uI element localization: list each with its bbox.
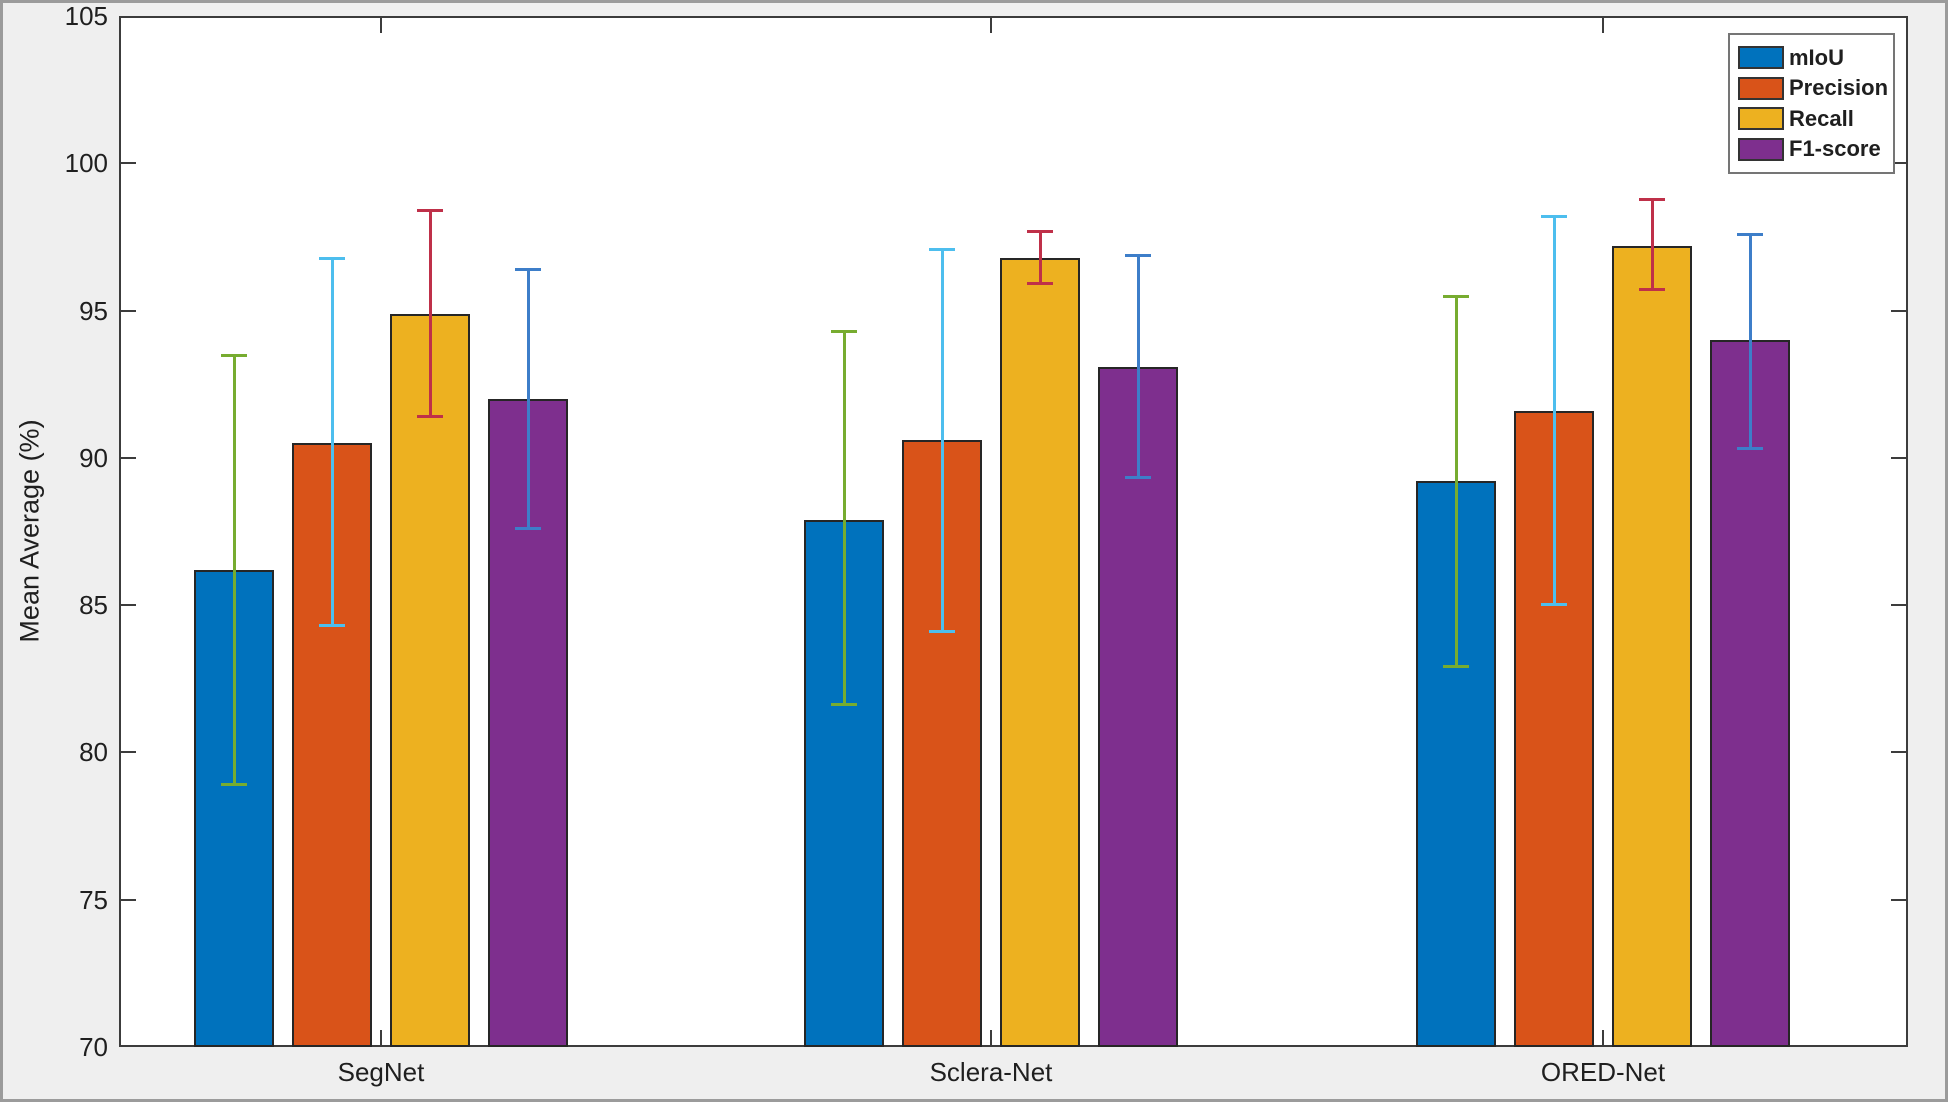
errorbar-cap-top-Precision-SegNet	[319, 256, 345, 260]
bar-F1-score-Sclera-Net	[1098, 366, 1178, 1047]
errorbar-line-Recall-SegNet	[428, 210, 432, 417]
y-tick-label: 105	[64, 1, 108, 31]
errorbar-cap-bottom-Precision-SegNet	[319, 623, 345, 627]
x-tick	[990, 1030, 992, 1045]
x-category-label: SegNet	[337, 1057, 425, 1087]
errorbar-cap-bottom-Precision-Sclera-Net	[929, 629, 955, 633]
errorbar-line-F1-score-SegNet	[526, 269, 530, 529]
y-tick-right	[1891, 456, 1906, 459]
errorbar-cap-bottom-mIoU-SegNet	[221, 782, 247, 786]
legend-swatch-icon-Recall	[1738, 107, 1784, 131]
errorbar-line-F1-score-Sclera-Net	[1136, 254, 1140, 479]
errorbar-cap-top-F1-score-ORED-Net	[1737, 232, 1763, 236]
errorbar-line-Recall-ORED-Net	[1650, 198, 1654, 290]
y-tick-label: 70	[79, 1032, 108, 1062]
y-tick-right	[1891, 309, 1906, 312]
errorbar-line-Precision-ORED-Net	[1552, 216, 1556, 606]
errorbar-cap-top-Recall-SegNet	[417, 209, 443, 213]
errorbar-cap-bottom-F1-score-Sclera-Net	[1125, 476, 1151, 480]
errorbar-cap-top-mIoU-Sclera-Net	[831, 330, 857, 334]
y-tick-label: 85	[79, 590, 108, 621]
y-tick-right	[1891, 604, 1906, 607]
y-tick-right	[1891, 16, 1906, 17]
errorbar-line-Precision-Sclera-Net	[940, 248, 944, 632]
errorbar-cap-bottom-mIoU-ORED-Net	[1443, 665, 1469, 668]
y-tick-right	[1891, 1046, 1906, 1047]
errorbar-cap-top-mIoU-SegNet	[221, 353, 247, 357]
errorbar-cap-bottom-Precision-ORED-Net	[1541, 603, 1567, 607]
errorbar-cap-top-F1-score-Sclera-Net	[1125, 253, 1151, 257]
x-tick-top	[990, 18, 992, 33]
y-tick-label: 90	[79, 442, 108, 473]
y-tick-right	[1891, 162, 1906, 165]
y-tick-right	[1891, 751, 1906, 754]
y-tick-label: 100	[64, 148, 108, 179]
legend-label-Precision: Precision	[1789, 75, 1889, 101]
errorbar-line-mIoU-Sclera-Net	[842, 331, 846, 706]
y-tick-label: 75	[79, 884, 108, 915]
errorbar-cap-bottom-F1-score-SegNet	[515, 526, 541, 530]
y-tick-label: 80	[79, 737, 108, 768]
errorbar-cap-bottom-Recall-ORED-Net	[1639, 287, 1665, 291]
errorbar-line-mIoU-SegNet	[232, 354, 236, 785]
x-tick	[1602, 1030, 1604, 1045]
x-tick-top	[380, 18, 382, 33]
errorbar-cap-bottom-F1-score-ORED-Net	[1737, 447, 1763, 451]
legend-swatch-icon-mIoU	[1738, 46, 1784, 70]
y-tick-right	[1891, 898, 1906, 901]
legend-swatch-icon-F1-score	[1738, 137, 1784, 161]
bar-Recall-ORED-Net	[1612, 245, 1692, 1047]
legend-item-mIoU: mIoU	[1738, 44, 1887, 70]
legend-label-mIoU: mIoU	[1789, 44, 1844, 70]
errorbar-cap-top-Recall-Sclera-Net	[1027, 230, 1053, 234]
y-tick	[121, 1046, 136, 1047]
x-category-label: ORED-Net	[1540, 1057, 1666, 1087]
bar-F1-score-ORED-Net	[1710, 340, 1790, 1047]
errorbar-line-mIoU-ORED-Net	[1454, 295, 1458, 667]
errorbar-cap-top-mIoU-ORED-Net	[1443, 294, 1469, 298]
bar-Recall-Sclera-Net	[1000, 257, 1080, 1047]
errorbar-cap-bottom-Recall-SegNet	[417, 414, 443, 418]
errorbar-line-Recall-Sclera-Net	[1038, 231, 1042, 285]
errorbar-cap-top-F1-score-SegNet	[515, 268, 541, 272]
y-tick	[121, 16, 136, 17]
errorbar-cap-bottom-mIoU-Sclera-Net	[831, 703, 857, 707]
y-tick	[121, 456, 136, 459]
y-tick	[121, 751, 136, 754]
legend-item-Precision: Precision	[1738, 75, 1889, 101]
errorbar-cap-top-Precision-ORED-Net	[1541, 215, 1567, 219]
legend: mIoU Precision Recall F1-score	[1728, 33, 1895, 174]
x-tick	[380, 1030, 382, 1045]
errorbar-line-Precision-SegNet	[330, 257, 334, 626]
errorbar-cap-top-Precision-Sclera-Net	[929, 247, 955, 251]
legend-item-F1-score: F1-score	[1738, 136, 1887, 162]
y-tick-label: 95	[79, 295, 108, 326]
y-tick	[121, 898, 136, 901]
y-tick	[121, 309, 136, 312]
legend-swatch-icon-Precision	[1738, 76, 1784, 100]
plot-area: mIoU Precision Recall F1-score	[119, 16, 1908, 1047]
legend-label-F1-score: F1-score	[1789, 136, 1881, 162]
y-tick	[121, 162, 136, 165]
x-tick-top	[1602, 18, 1604, 33]
errorbar-cap-top-Recall-ORED-Net	[1639, 197, 1665, 201]
errorbar-line-F1-score-ORED-Net	[1748, 233, 1752, 449]
bar-Recall-SegNet	[390, 313, 470, 1047]
legend-label-Recall: Recall	[1789, 105, 1854, 131]
y-tick	[121, 604, 136, 607]
errorbar-cap-bottom-Recall-Sclera-Net	[1027, 282, 1053, 286]
legend-item-Recall: Recall	[1738, 105, 1887, 131]
x-category-label: Sclera-Net	[929, 1057, 1053, 1087]
